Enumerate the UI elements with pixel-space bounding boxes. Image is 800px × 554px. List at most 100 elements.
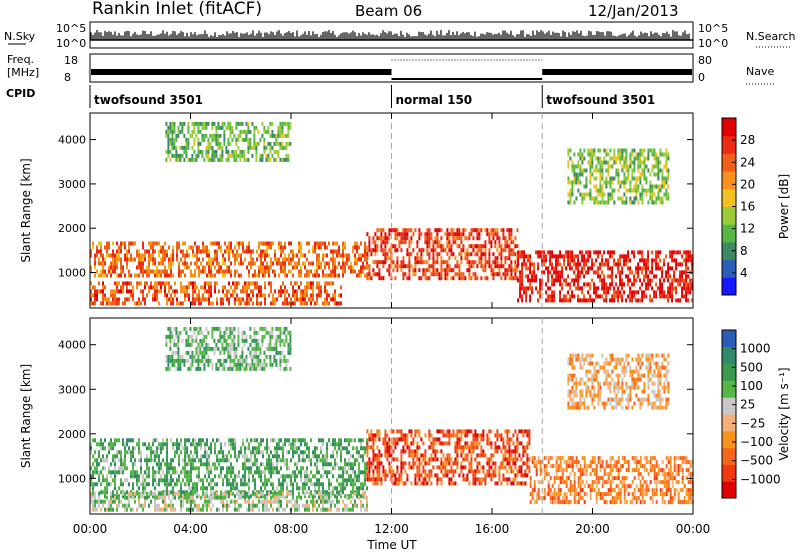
data-cell (468, 276, 471, 281)
data-cell (215, 137, 218, 142)
data-cell (195, 157, 198, 162)
data-cell (150, 446, 152, 451)
data-cell (306, 470, 308, 475)
data-cell (350, 454, 352, 459)
data-cell (474, 228, 477, 233)
data-cell (376, 465, 379, 470)
data-cell (248, 285, 250, 290)
data-cell (242, 478, 244, 483)
data-cell (228, 458, 230, 463)
data-cell (266, 450, 268, 455)
data-cell (354, 474, 356, 479)
data-cell (336, 486, 338, 491)
data-cell (400, 429, 403, 434)
data-cell (378, 449, 381, 454)
data-cell (212, 241, 214, 246)
data-cell (176, 438, 178, 443)
data-cell (350, 438, 352, 443)
data-cell (226, 470, 228, 475)
data-cell (366, 469, 369, 474)
data-cell (251, 153, 254, 158)
data-cell (348, 458, 350, 463)
data-cell (224, 249, 226, 254)
data-cell (557, 262, 560, 267)
data-cell (188, 482, 190, 487)
data-cell (344, 438, 346, 443)
data-cell (276, 257, 278, 262)
data-cell (120, 245, 122, 250)
data-cell (416, 260, 419, 265)
data-cell (338, 293, 340, 298)
data-cell (360, 442, 362, 447)
data-cell (268, 281, 270, 286)
data-cell (593, 200, 596, 205)
data-cell (571, 192, 574, 197)
data-cell (114, 442, 116, 447)
data-cell (226, 494, 228, 499)
data-cell (236, 257, 238, 262)
data-cell (372, 477, 375, 482)
data-cell (269, 149, 272, 154)
data-cell (312, 297, 314, 302)
data-cell (350, 265, 352, 270)
data-cell (194, 269, 196, 274)
data-cell (90, 281, 92, 286)
data-cell (637, 290, 640, 295)
data-cell (287, 157, 290, 162)
data-cell (114, 438, 116, 443)
data-cell (126, 289, 128, 294)
data-cell (96, 269, 98, 274)
data-cell (318, 265, 320, 270)
data-cell (279, 145, 282, 150)
data-cell (244, 478, 246, 483)
data-cell (217, 137, 220, 142)
data-cell (156, 297, 158, 302)
data-cell (171, 125, 174, 130)
data-cell (633, 290, 636, 295)
data-cell (168, 478, 170, 483)
data-cell (392, 244, 395, 249)
data-cell (472, 236, 475, 241)
data-cell (104, 269, 106, 274)
data-cell (228, 281, 230, 286)
data-cell (252, 257, 254, 262)
data-cell (424, 268, 427, 273)
data-cell (358, 245, 360, 250)
data-cell (233, 157, 236, 162)
data-cell (316, 301, 318, 306)
data-cell (537, 290, 540, 295)
data-cell (102, 285, 104, 290)
data-cell (639, 286, 642, 291)
data-cell (488, 232, 491, 237)
data-cell (256, 446, 258, 451)
data-cell (200, 454, 202, 459)
data-cell (186, 446, 188, 451)
data-cell (575, 196, 578, 201)
data-cell (181, 129, 184, 134)
data-cell (454, 441, 457, 446)
data-cell (302, 490, 304, 495)
data-cell (492, 236, 495, 241)
data-cell (585, 176, 588, 181)
data-cell (392, 268, 395, 273)
data-cell (330, 462, 332, 467)
data-cell (476, 244, 479, 249)
data-cell (484, 260, 487, 265)
data-cell (300, 273, 302, 278)
data-cell (314, 269, 316, 274)
data-cell (240, 273, 242, 278)
data-cell (362, 454, 364, 459)
data-cell (318, 478, 320, 483)
data-cell (282, 261, 284, 266)
data-cell (256, 293, 258, 298)
data-cell (225, 157, 228, 162)
data-cell (645, 266, 648, 271)
data-cell (334, 241, 336, 246)
data-cell (238, 253, 240, 258)
data-cell (265, 145, 268, 150)
data-cell (92, 285, 94, 290)
data-cell (300, 466, 302, 471)
data-cell (360, 446, 362, 451)
data-cell (633, 184, 636, 189)
data-cell (380, 244, 383, 249)
